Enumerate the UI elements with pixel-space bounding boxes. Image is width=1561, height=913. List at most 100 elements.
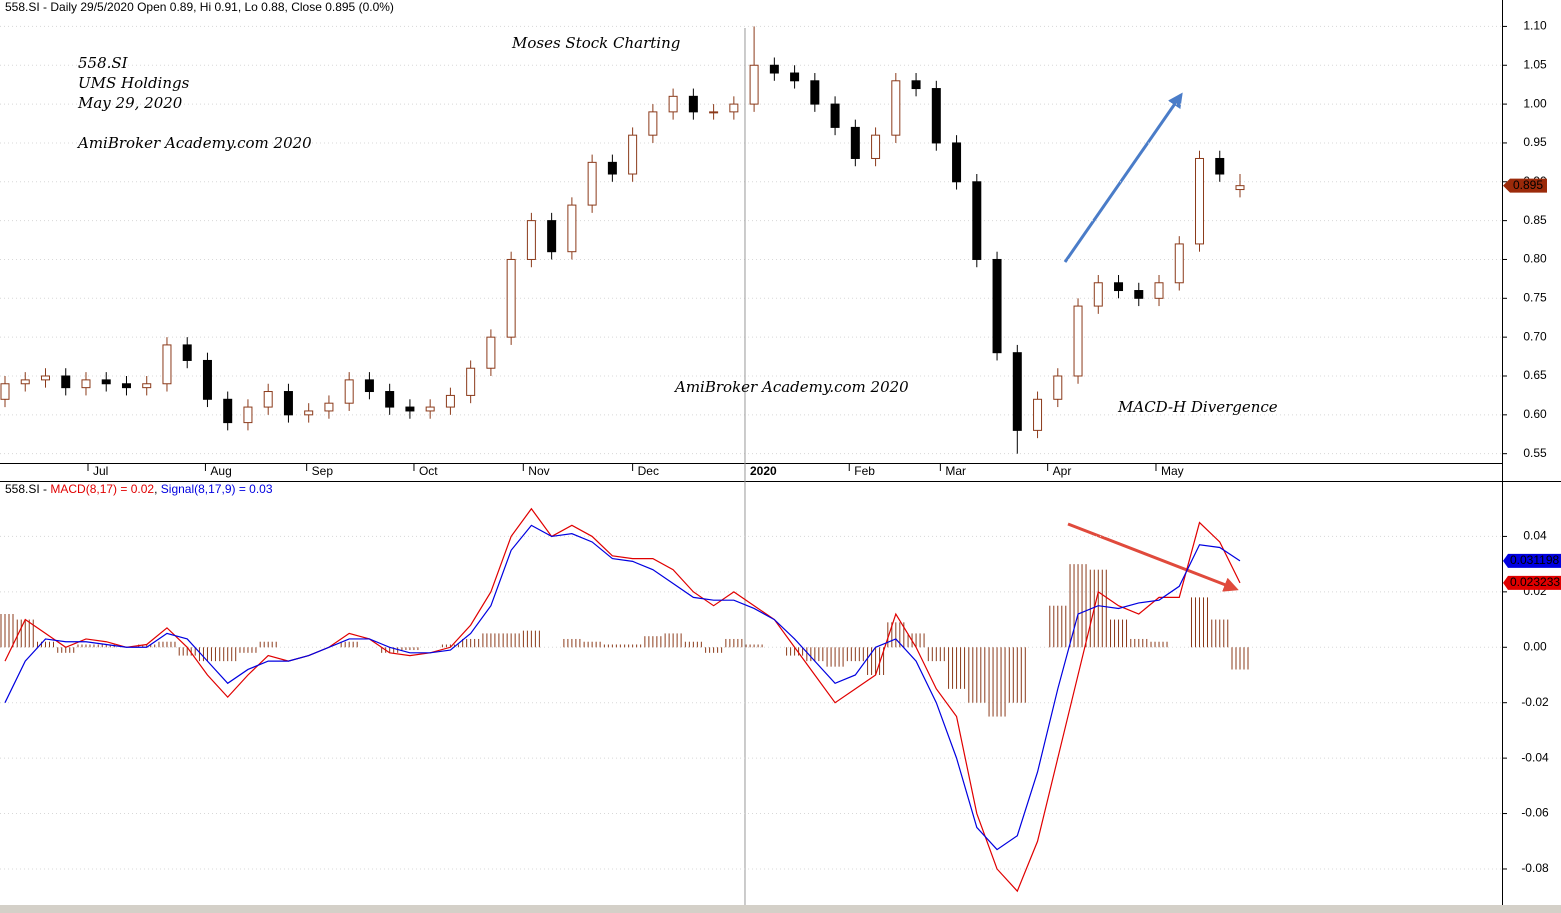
candle-body: [1012, 352, 1022, 431]
candle-body: [871, 134, 881, 159]
candle-body: [1195, 157, 1205, 245]
y-tick-label: 0.00: [1523, 639, 1547, 653]
candle-body: [911, 80, 921, 90]
candle-body: [243, 406, 253, 424]
candle-body: [486, 336, 496, 369]
y-tick-label: 1.10: [1523, 19, 1547, 33]
candle-body: [121, 383, 131, 389]
candle-body: [1134, 290, 1144, 299]
candle-body: [668, 95, 678, 113]
candle-body: [891, 80, 901, 136]
candle-body: [324, 402, 334, 412]
candle-body: [283, 391, 293, 416]
y-tick-label: 0.80: [1523, 252, 1547, 266]
y-tick-label: 0.95: [1523, 135, 1547, 149]
candle-body: [992, 258, 1002, 354]
candle-body: [1235, 185, 1245, 191]
y-tick-label: 0.60: [1523, 407, 1547, 421]
annotation: AmiBroker Academy.com 2020: [76, 134, 312, 152]
candle-body: [810, 80, 820, 105]
last-value-tag: [1503, 575, 1561, 590]
candle-body: [830, 103, 840, 128]
y-tick-label: 1.05: [1523, 57, 1547, 71]
last-value-tag: [1503, 553, 1561, 568]
y-tick-label: 0.70: [1523, 329, 1547, 343]
annotation: Moses Stock Charting: [511, 34, 680, 52]
candle-body: [648, 111, 658, 136]
candle-body: [1174, 243, 1184, 284]
y-tick-label: -0.02: [1521, 695, 1549, 709]
candle-body: [1093, 282, 1103, 307]
annotation: UMS Holdings: [78, 74, 190, 92]
y-tick-label: 0.55: [1523, 446, 1547, 460]
x-tick-label: May: [1161, 464, 1184, 478]
candle-body: [405, 406, 415, 412]
candle-body: [466, 367, 476, 396]
y-tick-label: 0.85: [1523, 213, 1547, 227]
macd-title-prefix: 558.SI -: [5, 482, 47, 496]
candle-body: [364, 379, 374, 393]
last-value-label: 0.023233: [1510, 575, 1560, 589]
candle-body: [263, 391, 273, 408]
candle-body: [972, 181, 982, 260]
trend-arrow: [1067, 522, 1239, 592]
candle-body: [385, 391, 395, 408]
candle-body: [567, 204, 577, 253]
candle-body: [1215, 157, 1225, 175]
y-tick-label: 0.65: [1523, 368, 1547, 382]
trend-arrow: [1063, 92, 1183, 263]
candle-body: [182, 344, 192, 361]
x-tick-label: Mar: [945, 464, 966, 478]
candle-body: [101, 379, 111, 385]
last-price-tag: [1503, 178, 1547, 193]
candle-body: [607, 161, 617, 175]
macd-title: 558.SI - MACD(8,17) = 0.02, Signal(8,17,…: [5, 482, 273, 496]
candle-body: [709, 111, 719, 114]
annotation: 558.SI: [78, 54, 129, 72]
x-tick-label: Oct: [419, 464, 438, 478]
candle-body: [1154, 282, 1164, 299]
candle-body: [344, 379, 354, 404]
candle-body: [81, 379, 91, 389]
candle-body: [304, 410, 314, 416]
indicator-line: [4, 524, 1241, 851]
candle-body: [0, 383, 10, 400]
candle-body: [931, 88, 941, 144]
candle-body: [628, 134, 638, 175]
candle-body: [202, 359, 212, 400]
last-price-label: 0.895: [1513, 178, 1543, 192]
candle-body: [142, 383, 152, 389]
y-tick-label: -0.04: [1521, 750, 1549, 764]
annotation: AmiBroker Academy.com 2020: [673, 378, 909, 396]
indicator-line: [4, 507, 1241, 893]
x-tick-label: Apr: [1053, 464, 1072, 478]
candle-body: [1073, 305, 1083, 377]
annotation: May 29, 2020: [77, 94, 183, 112]
legend-entry: Signal(8,17,9) = 0.03: [161, 482, 273, 496]
y-tick-label: 0.75: [1523, 290, 1547, 304]
candle-body: [850, 126, 860, 159]
candle-body: [20, 379, 30, 385]
candle-body: [526, 220, 536, 260]
candle-body: [587, 161, 597, 206]
x-tick-label: Sep: [312, 464, 334, 478]
candle-body: [1053, 375, 1063, 400]
candle-body: [223, 398, 233, 424]
candle-body: [61, 375, 71, 389]
sheet-tabs: [0, 905, 1561, 913]
candle-body: [40, 375, 50, 381]
x-tick-label: Aug: [210, 464, 231, 478]
legend-entry: MACD(8,17) = 0.02: [50, 482, 154, 496]
price-title: 558.SI - Daily 29/5/2020 Open 0.89, Hi 0…: [5, 0, 394, 14]
x-tick-label: Jul: [93, 464, 108, 478]
y-tick-label: 1.00: [1523, 96, 1547, 110]
last-value-label: 0.031198: [1510, 553, 1559, 567]
annotation: MACD-H Divergence: [1117, 398, 1278, 416]
candle-body: [790, 72, 800, 82]
candle-body: [506, 258, 516, 338]
y-tick-label: 0.04: [1523, 529, 1547, 543]
y-tick-label: -0.06: [1521, 806, 1549, 820]
x-tick-label: Dec: [638, 464, 659, 478]
